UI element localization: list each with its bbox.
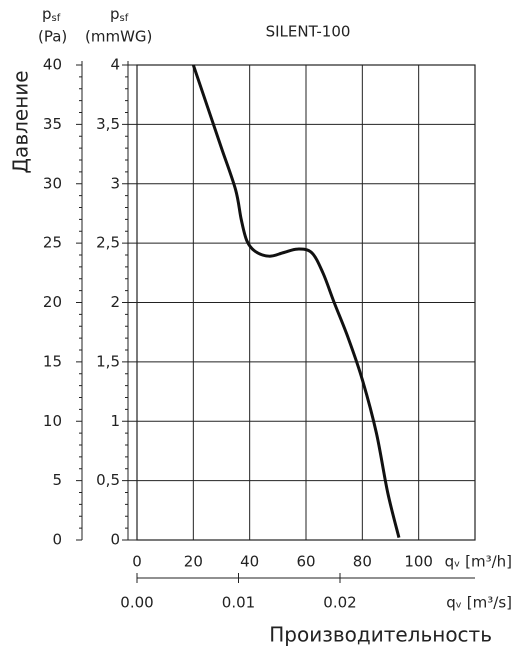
mmwg-axis-unit: (mmWG) <box>85 28 152 46</box>
x-tick-label: 100 <box>404 553 433 571</box>
x-unit: qᵥ [m³/h] <box>445 553 512 571</box>
y-tick-label: 2,5 <box>96 234 120 252</box>
y-tick-label: 1 <box>110 412 120 430</box>
x-tick-label: 20 <box>184 553 203 571</box>
mmwg-axis-symbol: psf <box>110 5 129 25</box>
x2-tick-label: 0.00 <box>120 594 153 612</box>
pa-tick-label: 0 <box>52 531 62 549</box>
y-tick-label: 0,5 <box>96 471 120 489</box>
y-tick-label: 3,5 <box>96 115 120 133</box>
pa-axis-unit: (Pa) <box>38 28 67 46</box>
x-tick-label: 0 <box>132 553 142 571</box>
x2-tick-label: 0.01 <box>222 594 255 612</box>
pa-tick-label: 15 <box>43 352 62 370</box>
pa-tick-label: 20 <box>43 293 62 311</box>
x-axis-title: Производительность <box>269 623 492 647</box>
x2-tick-label: 0.02 <box>323 594 356 612</box>
pa-axis-symbol: psf <box>42 5 61 25</box>
pa-tick-label: 25 <box>43 234 62 252</box>
pa-tick-label: 5 <box>52 471 62 489</box>
pa-tick-label: 10 <box>43 412 62 430</box>
fan-curve <box>191 64 401 538</box>
y-tick-label: 2 <box>110 293 120 311</box>
y-tick-label: 4 <box>110 56 120 74</box>
x-tick-label: 80 <box>353 553 372 571</box>
pa-tick-label: 35 <box>43 115 62 133</box>
y-tick-label: 1,5 <box>96 352 120 370</box>
pa-tick-label: 30 <box>43 174 62 192</box>
x2-unit: qᵥ [m³/s] <box>446 594 512 612</box>
x-tick-label: 60 <box>296 553 315 571</box>
y-axis-title: Давление <box>9 70 33 173</box>
chart-title: SILENT-100 <box>266 23 351 41</box>
pa-tick-label: 40 <box>43 56 62 74</box>
y-tick-label: 0 <box>110 531 120 549</box>
y-tick-label: 3 <box>110 174 120 192</box>
x-tick-label: 40 <box>240 553 259 571</box>
